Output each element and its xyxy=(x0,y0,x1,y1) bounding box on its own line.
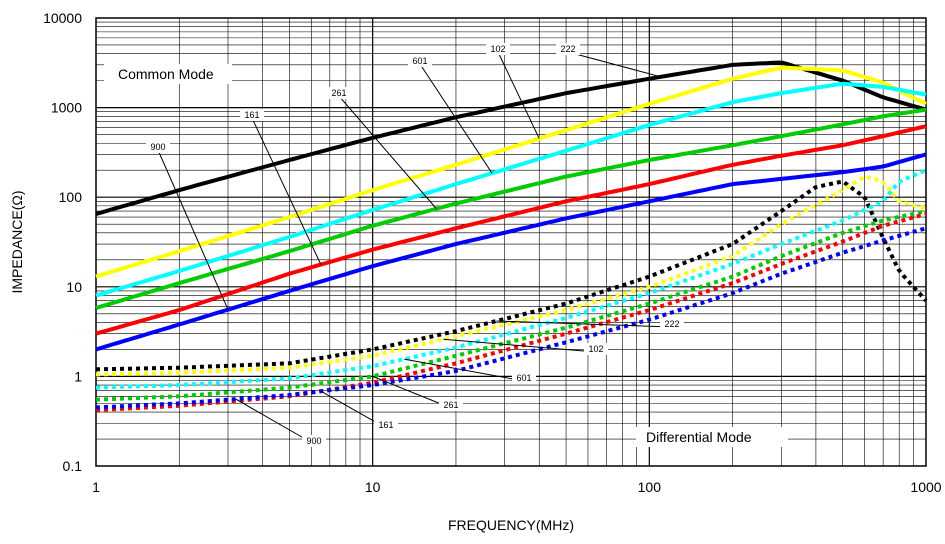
callout-label-common-601: 601 xyxy=(412,56,427,66)
differential-mode-label: Differential Mode xyxy=(646,429,752,445)
callout-label-differential-900: 900 xyxy=(306,436,321,446)
callout-label-common-102: 102 xyxy=(490,44,505,54)
series-line-common-222 xyxy=(95,60,927,216)
differential-mode-label-box: Differential Mode xyxy=(636,427,788,447)
callout-label-common-900: 900 xyxy=(150,142,165,152)
callout-label-differential-161: 161 xyxy=(378,420,393,430)
callout-label-bg xyxy=(660,318,684,330)
callout-label-differential-601: 601 xyxy=(516,373,531,383)
y-tick-labels: 0.1 1 10 100 1000 10000 xyxy=(43,10,82,474)
callout-leader xyxy=(419,63,493,174)
callout-group: 222 102 601 261 161 900 222 102 601 261 161 900 xyxy=(146,43,684,447)
callout-leader xyxy=(497,51,540,139)
callout-leader xyxy=(235,398,315,445)
callout-label-bg xyxy=(486,43,510,55)
y-tick-label: 100 xyxy=(59,189,83,205)
y-tick-label: 0.1 xyxy=(63,458,83,474)
callout-label-differential-222: 222 xyxy=(664,319,679,329)
callout-label-bg xyxy=(240,109,264,121)
callout-label-common-161: 161 xyxy=(244,110,259,120)
callout-label-bg xyxy=(374,419,398,431)
series-line-common-601 xyxy=(95,81,927,298)
series-group xyxy=(95,60,928,413)
y-tick-label: 1000 xyxy=(51,100,82,116)
x-axis-title: FREQUENCY(MHz) xyxy=(448,517,574,533)
callout-label-bg xyxy=(302,435,326,447)
series-line-differential-102 xyxy=(95,174,927,377)
y-axis-title: IMPEDANCE(Ω) xyxy=(9,190,25,293)
callout-leader xyxy=(251,117,322,265)
callout-label-bg xyxy=(327,87,351,99)
series-line-differential-601 xyxy=(95,168,927,390)
x-tick-labels: 1 10 100 1000 xyxy=(92,479,942,495)
x-tick-label: 1000 xyxy=(910,479,941,495)
callout-leader xyxy=(157,149,229,310)
y-tick-label: 10 xyxy=(66,279,82,295)
callout-label-differential-261: 261 xyxy=(443,400,458,410)
plot-frame xyxy=(95,17,927,467)
callout-label-bg xyxy=(439,399,463,411)
callout-label-common-261: 261 xyxy=(331,88,346,98)
callout-label-bg xyxy=(408,55,432,67)
x-tick-label: 100 xyxy=(638,479,662,495)
grid-lines xyxy=(96,18,926,466)
callout-leader xyxy=(404,358,525,382)
callout-label-bg xyxy=(584,343,608,355)
callout-label-differential-102: 102 xyxy=(588,344,603,354)
series-line-differential-261 xyxy=(95,209,927,402)
callout-leader xyxy=(372,375,452,409)
callout-label-common-222: 222 xyxy=(560,44,575,54)
series-line-common-900 xyxy=(95,152,927,352)
callout-label-bg xyxy=(556,43,580,55)
callout-leader xyxy=(338,95,437,210)
callout-label-bg xyxy=(146,141,170,153)
series-line-common-102 xyxy=(95,65,927,279)
x-tick-label: 1 xyxy=(92,479,100,495)
callout-label-bg xyxy=(512,372,536,384)
common-mode-label: Common Mode xyxy=(118,66,214,82)
series-line-differential-900 xyxy=(95,226,927,410)
series-line-common-261 xyxy=(95,107,927,310)
callout-leader xyxy=(567,51,661,78)
callout-leader xyxy=(443,338,597,353)
y-tick-label: 1 xyxy=(74,368,82,384)
series-line-common-161 xyxy=(95,124,927,336)
series-line-differential-222 xyxy=(95,179,928,372)
common-mode-label-box: Common Mode xyxy=(104,64,232,84)
callout-leader xyxy=(496,320,673,328)
x-tick-label: 10 xyxy=(365,479,381,495)
y-tick-label: 10000 xyxy=(43,10,82,26)
